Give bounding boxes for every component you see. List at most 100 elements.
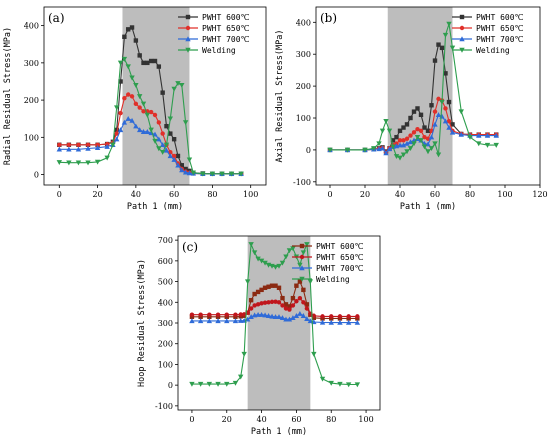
data-point xyxy=(283,254,289,260)
data-point xyxy=(344,147,351,153)
data-point xyxy=(432,58,438,63)
data-point xyxy=(94,145,101,150)
data-point xyxy=(179,83,185,88)
x-tick-label: 40 xyxy=(131,190,141,199)
panel-3: 0 20 40 60 80 100 -100 0 100 200 300 400 500 600 700 Pa… xyxy=(137,235,381,437)
data-point xyxy=(56,146,63,152)
data-point xyxy=(404,140,410,146)
legend: PWHT 600℃ PWHT 650℃ PWHT 700℃ Welding xyxy=(292,242,364,284)
data-point xyxy=(272,314,279,319)
data-point xyxy=(183,166,188,172)
data-point xyxy=(241,351,247,357)
legend: PWHT 600℃ PWHT 650℃ PWHT 700℃ Welding xyxy=(452,13,524,55)
legend-entry: Welding xyxy=(202,46,236,55)
data-point xyxy=(418,138,424,144)
data-point xyxy=(283,302,289,307)
data-point xyxy=(215,381,221,387)
data-point xyxy=(66,160,72,166)
data-point xyxy=(175,81,181,87)
data-point xyxy=(354,319,361,325)
data-point xyxy=(414,134,421,140)
legend-marker xyxy=(185,25,191,31)
data-point xyxy=(164,123,169,129)
data-point xyxy=(400,142,407,148)
legend-marker xyxy=(299,243,305,249)
data-point xyxy=(148,58,154,64)
data-point xyxy=(425,128,431,133)
data-point xyxy=(287,304,292,309)
data-point xyxy=(160,131,165,136)
x-tick-label: 80 xyxy=(207,190,217,199)
data-point xyxy=(393,154,400,159)
y-tick-label: 400 xyxy=(296,18,311,27)
data-point xyxy=(255,302,261,307)
data-point xyxy=(484,142,491,148)
data-point xyxy=(418,128,424,133)
data-point xyxy=(104,143,110,149)
data-point xyxy=(114,136,120,142)
x-tick-label: 100 xyxy=(358,415,373,424)
data-point xyxy=(233,312,238,317)
data-point xyxy=(118,110,123,116)
data-point xyxy=(163,147,170,153)
panel-label: (c) xyxy=(182,240,198,254)
data-point xyxy=(66,146,72,152)
data-point xyxy=(171,136,177,142)
data-point xyxy=(238,171,244,177)
data-point xyxy=(228,171,235,177)
data-point xyxy=(304,302,310,307)
legend-entry: PWHT 600℃ xyxy=(202,13,250,22)
data-point xyxy=(168,150,173,155)
data-point xyxy=(443,106,448,111)
data-point xyxy=(432,109,438,114)
data-point xyxy=(446,119,452,124)
data-point xyxy=(133,83,139,88)
data-point xyxy=(266,284,271,289)
legend: PWHT 600℃ PWHT 650℃ PWHT 700℃ Welding xyxy=(178,13,250,55)
y-tick-label: 100 xyxy=(24,133,39,142)
x-tick-label: 20 xyxy=(360,190,370,199)
data-point xyxy=(476,141,482,147)
data-point xyxy=(337,381,343,387)
data-point xyxy=(148,109,154,115)
data-point xyxy=(209,171,216,177)
x-tick-label: 100 xyxy=(497,190,512,199)
data-point xyxy=(152,112,158,118)
x-tick-label: 0 xyxy=(57,190,62,199)
y-tick-label: 400 xyxy=(24,22,39,31)
data-point xyxy=(415,126,420,132)
legend-entry: PWHT 700℃ xyxy=(202,35,250,44)
data-point xyxy=(407,146,414,152)
data-point xyxy=(476,132,482,138)
data-point xyxy=(241,312,247,317)
data-point xyxy=(290,315,296,321)
data-point xyxy=(458,109,464,115)
data-point xyxy=(301,287,306,293)
panel-1: 0 20 40 60 80 100 0 100 200 300 400 Path 1 (mm) Radi… xyxy=(3,6,267,212)
data-point xyxy=(328,319,334,325)
data-point xyxy=(148,127,154,133)
data-point xyxy=(272,264,279,270)
data-point xyxy=(297,279,303,284)
data-point xyxy=(160,90,165,95)
data-point xyxy=(436,42,441,47)
data-point xyxy=(232,318,239,324)
data-point xyxy=(297,295,303,301)
data-point xyxy=(156,120,162,125)
y-tick-label: 200 xyxy=(296,82,311,91)
data-point xyxy=(122,34,127,39)
legend-entry: Welding xyxy=(316,275,350,284)
data-point xyxy=(206,381,213,387)
data-point xyxy=(75,160,82,166)
data-point xyxy=(346,314,351,319)
data-point xyxy=(294,283,299,288)
data-point xyxy=(319,376,326,382)
shaded-region xyxy=(387,7,453,185)
data-point xyxy=(362,147,368,153)
data-point xyxy=(168,131,173,136)
data-point xyxy=(85,142,91,147)
y-tick-label: 500 xyxy=(158,278,173,287)
x-tick-label: 20 xyxy=(222,415,232,424)
data-point xyxy=(407,139,414,145)
